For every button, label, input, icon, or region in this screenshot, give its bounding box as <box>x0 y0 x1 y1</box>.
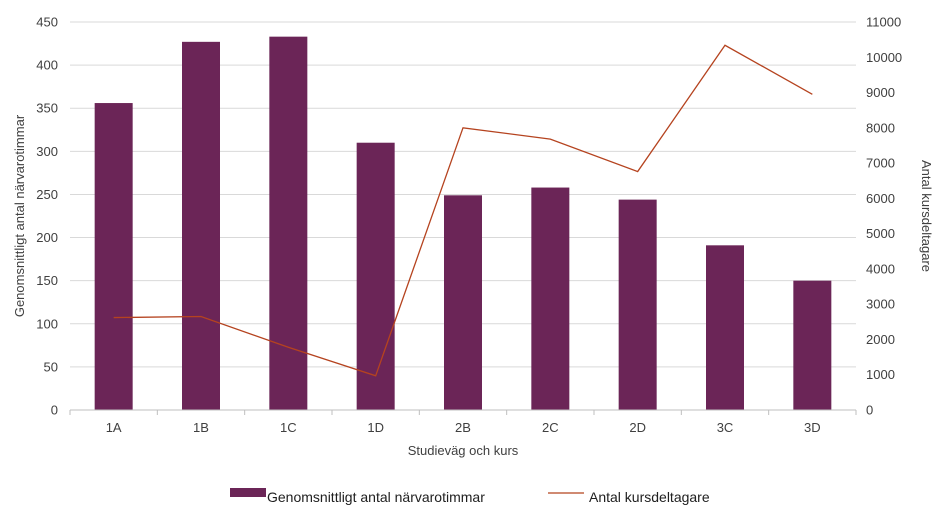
x-tick-label: 1A <box>106 420 122 435</box>
x-axis-title: Studieväg och kurs <box>408 443 519 458</box>
y2-tick-label: 11000 <box>866 15 901 30</box>
x-tick-label: 2B <box>455 420 471 435</box>
y-axis-title: Genomsnittligt antal närvarotimmar <box>12 114 27 317</box>
x-tick-label: 3C <box>717 420 734 435</box>
y2-tick-label: 9000 <box>866 85 895 100</box>
y-tick-label: 400 <box>36 58 58 73</box>
x-tick-label: 1D <box>367 420 384 435</box>
y-tick-label: 150 <box>36 273 58 288</box>
y-tick-label: 0 <box>51 403 58 418</box>
legend-bar-label: Genomsnittligt antal närvarotimmar <box>267 489 485 505</box>
bar <box>269 36 308 410</box>
y2-tick-label: 8000 <box>866 120 895 135</box>
legend-line-label: Antal kursdeltagare <box>589 489 710 505</box>
y2-tick-label: 7000 <box>866 156 895 171</box>
axes: 0 50 100 150 200 250 300 350 400 450 0 1000 2000 3000… <box>36 15 902 436</box>
x-tick-label: 1C <box>280 420 297 435</box>
y-tick-label: 450 <box>36 15 58 30</box>
y-tick-label: 250 <box>36 187 58 202</box>
legend-bar-swatch <box>230 488 266 497</box>
series-line <box>113 44 813 377</box>
bar-series <box>94 36 832 410</box>
x-tick-label: 1B <box>193 420 209 435</box>
y-tick-label: 200 <box>36 230 58 245</box>
y2-tick-label: 1000 <box>866 367 895 382</box>
bar <box>182 41 220 410</box>
y-tick-label: 50 <box>44 359 58 374</box>
y2-tick-label: 6000 <box>866 191 895 206</box>
y-tick-label: 300 <box>36 144 58 159</box>
y2-tick-label: 4000 <box>866 261 895 276</box>
bar <box>706 245 744 410</box>
y2-axis-title: Antal kursdeltagare <box>919 160 934 272</box>
bar <box>531 187 570 410</box>
bar <box>356 142 395 410</box>
y-tick-label: 100 <box>36 316 58 331</box>
x-tick-label: 3D <box>804 420 821 435</box>
bar <box>618 199 657 410</box>
line-series <box>113 44 813 377</box>
y2-tick-label: 0 <box>866 403 873 418</box>
x-tick-label: 2D <box>629 420 646 435</box>
bar <box>94 103 133 410</box>
y2-tick-label: 10000 <box>866 50 902 65</box>
bar <box>444 195 482 410</box>
legend: Genomsnittligt antal närvarotimmar Antal… <box>230 488 710 505</box>
y2-tick-label: 3000 <box>866 297 895 312</box>
y2-tick-label: 5000 <box>866 226 895 241</box>
bar <box>793 280 832 410</box>
x-tick-label: 2C <box>542 420 559 435</box>
y-tick-label: 350 <box>36 101 58 116</box>
y2-tick-label: 2000 <box>866 332 895 347</box>
